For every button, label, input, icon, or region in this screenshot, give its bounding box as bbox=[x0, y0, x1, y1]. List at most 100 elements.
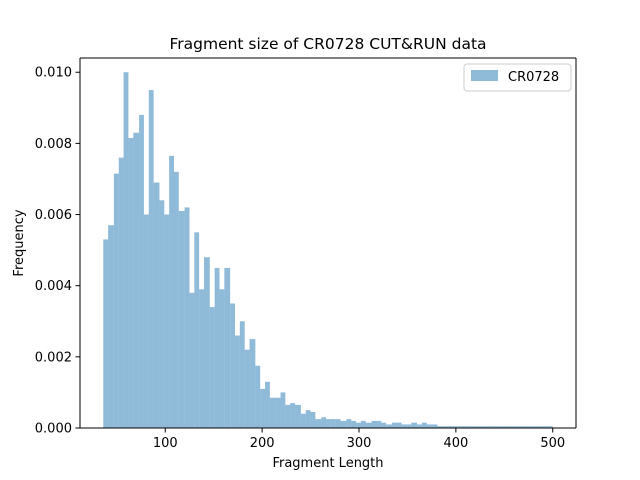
histogram-bar bbox=[522, 426, 528, 428]
histogram-bar bbox=[173, 171, 179, 428]
histogram-bar bbox=[497, 426, 503, 428]
histogram-bar bbox=[219, 289, 225, 428]
histogram-bar bbox=[204, 257, 210, 428]
histogram-bar bbox=[265, 381, 270, 428]
histogram-bar bbox=[255, 365, 261, 428]
histogram-bar bbox=[396, 422, 402, 428]
histogram-bar bbox=[128, 138, 134, 429]
histogram-bar bbox=[401, 424, 407, 428]
histogram-bar bbox=[547, 426, 553, 428]
y-tick-label: 0.010 bbox=[35, 66, 72, 81]
histogram-bar bbox=[538, 426, 544, 428]
histogram-bar bbox=[360, 420, 366, 428]
histogram-bar bbox=[113, 173, 119, 429]
histogram-bar bbox=[118, 157, 124, 428]
histogram-bar bbox=[189, 292, 195, 428]
histogram-bar bbox=[123, 72, 129, 428]
histogram-bar bbox=[224, 267, 231, 428]
y-axis-ticks: 0.000 0.002 0.004 0.006 0.008 0.010 bbox=[35, 66, 80, 437]
histogram-bar bbox=[194, 232, 200, 428]
histogram-bar bbox=[209, 307, 215, 428]
histogram-bar bbox=[513, 426, 518, 428]
histogram-bar bbox=[543, 426, 548, 428]
histogram-bar bbox=[305, 410, 311, 428]
histogram-bar bbox=[285, 404, 291, 429]
x-axis-label: Fragment Length bbox=[272, 456, 383, 471]
y-axis-label: Frequency bbox=[12, 209, 27, 276]
axes bbox=[79, 57, 577, 429]
histogram-bar bbox=[431, 424, 438, 428]
histogram-bar bbox=[417, 424, 422, 428]
histogram-bar bbox=[482, 426, 488, 428]
histogram-bar bbox=[214, 267, 220, 428]
histogram-bar bbox=[421, 422, 427, 428]
histogram-bar bbox=[381, 422, 387, 428]
histogram-bar bbox=[184, 207, 190, 428]
histogram-bar bbox=[199, 289, 204, 428]
histogram-bar bbox=[330, 419, 336, 428]
histogram-bar bbox=[295, 404, 301, 429]
histogram-bar bbox=[321, 417, 327, 428]
histogram-bar bbox=[426, 424, 432, 428]
histogram-bar bbox=[462, 426, 468, 428]
x-tick-label: 500 bbox=[540, 436, 565, 451]
histogram-bar bbox=[239, 321, 245, 428]
y-tick-label: 0.002 bbox=[35, 350, 72, 365]
histogram-bar bbox=[356, 422, 361, 428]
histogram-bar bbox=[371, 420, 377, 428]
histogram-bar bbox=[269, 397, 276, 428]
histogram-bar bbox=[527, 426, 534, 428]
y-tick-label: 0.006 bbox=[35, 208, 72, 223]
histogram-bar bbox=[275, 397, 281, 428]
histogram-bar bbox=[477, 426, 483, 428]
histogram-bar bbox=[467, 426, 473, 428]
histogram-bar bbox=[533, 426, 539, 428]
y-tick-label: 0.004 bbox=[35, 279, 72, 294]
histogram-bar bbox=[103, 239, 109, 428]
histogram-bar bbox=[386, 424, 392, 428]
histogram-bar bbox=[411, 422, 418, 428]
y-tick-label: 0.008 bbox=[35, 137, 72, 152]
histogram-bar bbox=[143, 214, 149, 428]
histogram-bar bbox=[456, 426, 463, 428]
histogram-bar bbox=[376, 420, 382, 428]
histogram-bar bbox=[391, 422, 397, 428]
histogram-bar bbox=[492, 426, 498, 428]
histogram-bar bbox=[148, 90, 154, 429]
histogram-bar bbox=[326, 419, 331, 428]
histogram-bar bbox=[346, 419, 352, 428]
histogram-bar bbox=[447, 426, 452, 428]
x-tick-label: 400 bbox=[443, 436, 468, 451]
legend-label: CR0728 bbox=[508, 70, 559, 85]
histogram-bar bbox=[159, 200, 165, 428]
histogram-bar bbox=[310, 411, 316, 428]
y-tick-label: 0.000 bbox=[35, 422, 72, 437]
histogram-bar bbox=[487, 426, 493, 428]
histogram-bar bbox=[139, 114, 144, 429]
histogram-bar bbox=[133, 132, 140, 428]
histogram-bar bbox=[230, 303, 235, 428]
histogram-bar bbox=[260, 388, 266, 428]
histogram-bar bbox=[472, 426, 478, 428]
histogram-bar bbox=[244, 349, 250, 428]
histogram-bar bbox=[249, 339, 256, 428]
x-axis-ticks: 100 200 300 400 500 bbox=[153, 428, 565, 451]
legend-swatch bbox=[471, 70, 498, 81]
histogram-bar bbox=[315, 419, 322, 428]
histogram-bar bbox=[437, 426, 443, 428]
chart-title: Fragment size of CR0728 CUT&RUN data bbox=[169, 35, 486, 53]
histogram-bar bbox=[108, 225, 114, 428]
histogram-bar bbox=[169, 155, 174, 428]
histogram-bar bbox=[517, 426, 523, 428]
bar-group bbox=[103, 72, 553, 429]
histogram-bar bbox=[351, 420, 357, 428]
histogram-bar bbox=[300, 413, 306, 428]
histogram-bar bbox=[508, 426, 514, 428]
histogram-bar bbox=[280, 392, 286, 428]
legend: CR0728 bbox=[463, 63, 572, 92]
histogram-bar bbox=[452, 426, 457, 428]
histogram-bar bbox=[178, 210, 185, 428]
x-tick-label: 300 bbox=[347, 436, 372, 451]
histogram-bar bbox=[153, 182, 160, 428]
histogram-bar bbox=[365, 422, 372, 428]
